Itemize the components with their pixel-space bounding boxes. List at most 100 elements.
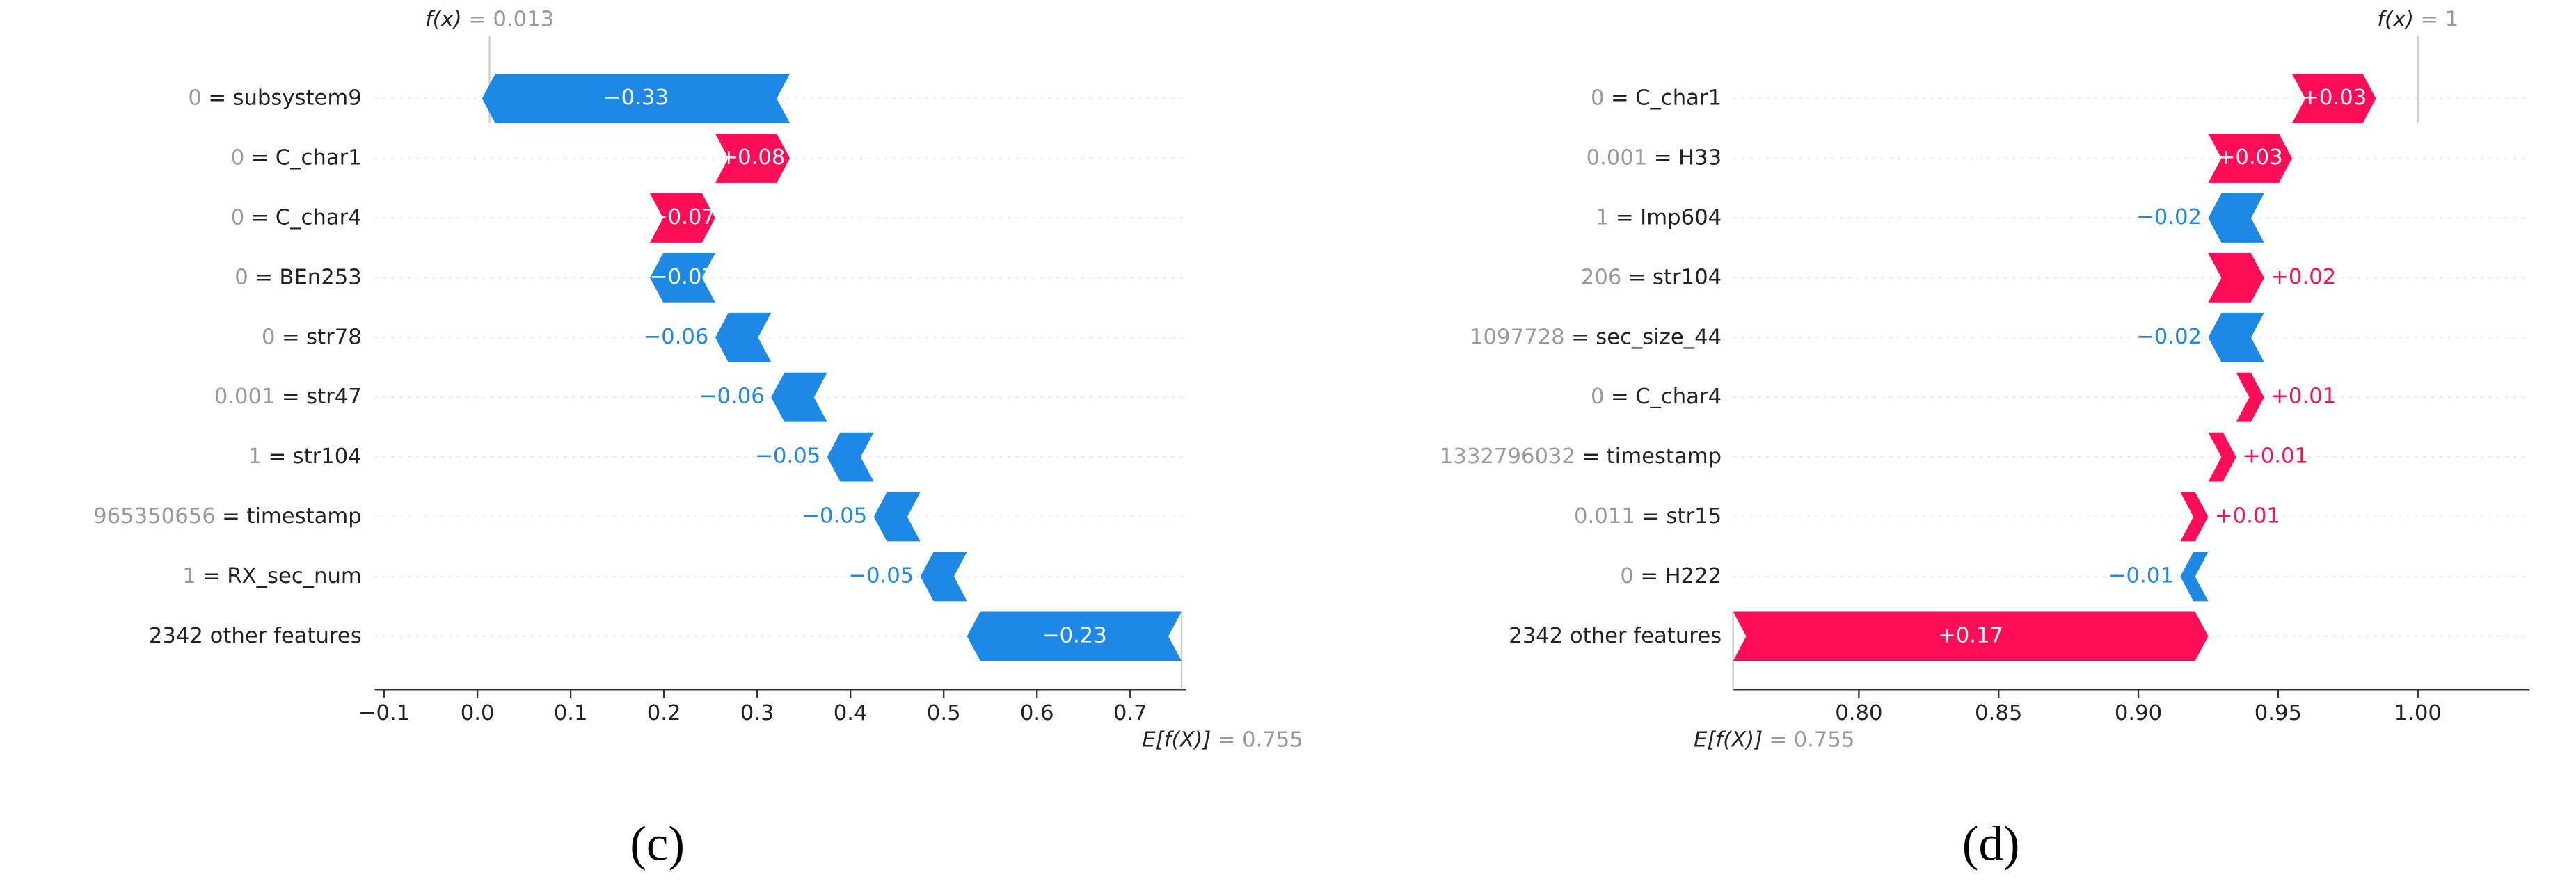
separator: = bbox=[1218, 727, 1236, 752]
feature-value: 0 bbox=[1591, 385, 1605, 409]
feature-value: 1332796032 bbox=[1440, 444, 1575, 469]
feature-name: H33 bbox=[1678, 145, 1722, 170]
separator: = bbox=[1571, 325, 1589, 349]
base-label: E[f(X)] = 0.755 bbox=[1694, 727, 1854, 752]
feature-name: C_char1 bbox=[276, 145, 362, 170]
bar bbox=[771, 372, 827, 422]
x-tick-label: 0.4 bbox=[834, 701, 868, 725]
base-name: E[f(X)] bbox=[1142, 727, 1211, 752]
value-label: −0.33 bbox=[603, 86, 669, 110]
feature-label: 1097728 = sec_size_44 bbox=[1470, 325, 1722, 349]
feature-name: BEn253 bbox=[279, 265, 361, 289]
separator: = bbox=[251, 145, 269, 170]
bar bbox=[1733, 611, 2209, 661]
separator: = bbox=[468, 7, 486, 31]
feature-label: 0 = C_char4 bbox=[1591, 385, 1722, 409]
feature-name: C_char1 bbox=[1635, 86, 1722, 110]
bar bbox=[2236, 372, 2264, 422]
feature-name: str104 bbox=[293, 444, 362, 469]
feature-label: 206 = str104 bbox=[1581, 265, 1722, 289]
value-label: +0.03 bbox=[2301, 86, 2367, 110]
feature-label: 965350656 = timestamp bbox=[93, 504, 362, 529]
feature-label: 0 = str78 bbox=[262, 325, 362, 349]
x-tick-label: 0.85 bbox=[1975, 701, 2022, 725]
base-name: E[f(X)] bbox=[1694, 727, 1763, 752]
feature-name: subsystem9 bbox=[232, 86, 361, 110]
x-tick-label: 0.2 bbox=[647, 701, 681, 725]
separator: = bbox=[1640, 563, 1658, 588]
x-tick-label: 0.0 bbox=[461, 701, 495, 725]
x-tick-label: 0.95 bbox=[2255, 701, 2302, 725]
separator: = bbox=[202, 563, 221, 588]
bar bbox=[2180, 552, 2209, 602]
bar bbox=[2291, 74, 2376, 124]
feature-name: Imp604 bbox=[1640, 205, 1722, 230]
value-label: +0.01 bbox=[2215, 504, 2280, 529]
feature-value: 0 bbox=[188, 86, 202, 110]
feature-value: 0 bbox=[262, 325, 276, 349]
separator: = bbox=[1628, 265, 1646, 289]
separator: = bbox=[222, 504, 240, 529]
separator: = bbox=[1611, 86, 1629, 110]
bar bbox=[873, 492, 921, 542]
feature-value: 0.001 bbox=[1587, 145, 1648, 170]
feature-value: 965350656 bbox=[93, 504, 216, 529]
x-tick-label: 1.00 bbox=[2394, 701, 2442, 725]
separator: = bbox=[208, 86, 226, 110]
separator: = bbox=[255, 265, 273, 289]
separator: = bbox=[1654, 145, 1672, 170]
feature-name: str104 bbox=[1653, 265, 1722, 289]
value-label: +0.03 bbox=[2218, 145, 2283, 170]
feature-label: 1 = Imp604 bbox=[1596, 205, 1722, 230]
value-label: −0.06 bbox=[699, 385, 765, 409]
value-label: +0.07 bbox=[650, 205, 715, 230]
separator: = bbox=[268, 444, 286, 469]
feature-value: 0.011 bbox=[1574, 504, 1635, 529]
x-tick-label: 0.1 bbox=[554, 701, 588, 725]
feature-label: 0.001 = str47 bbox=[214, 385, 362, 409]
feature-name: timestamp bbox=[246, 504, 361, 529]
separator: = bbox=[282, 385, 300, 409]
x-tick-label: 0.3 bbox=[740, 701, 774, 725]
separator: = bbox=[1769, 727, 1787, 752]
value-label: −0.01 bbox=[2108, 563, 2174, 588]
feature-label: 0 = subsystem9 bbox=[188, 86, 361, 110]
feature-name: 2342 other features bbox=[149, 623, 362, 647]
feature-label: 0 = C_char1 bbox=[1591, 86, 1722, 110]
bar bbox=[827, 432, 874, 482]
feature-label: 2342 other features bbox=[1509, 623, 1722, 647]
feature-name: H222 bbox=[1665, 563, 1722, 588]
value-label: −0.23 bbox=[1042, 623, 1107, 647]
feature-value: 0 bbox=[231, 145, 245, 170]
feature-name: str15 bbox=[1666, 504, 1722, 529]
bar bbox=[967, 611, 1182, 661]
feature-label: 0 = BEn253 bbox=[234, 265, 362, 289]
separator: = bbox=[282, 325, 300, 349]
bar bbox=[920, 552, 967, 602]
feature-value: 0 bbox=[1620, 563, 1634, 588]
bar bbox=[650, 193, 715, 243]
bar bbox=[2208, 134, 2292, 183]
value-label: −0.05 bbox=[755, 444, 820, 469]
fx-label: f(x) = 1 bbox=[2377, 7, 2458, 31]
fx-value: 0.013 bbox=[493, 7, 554, 31]
feature-value: 206 bbox=[1581, 265, 1622, 289]
value-label: +0.08 bbox=[719, 145, 785, 170]
feature-value: 0 bbox=[234, 265, 248, 289]
x-tick-label: 0.90 bbox=[2115, 701, 2162, 725]
feature-label: 1 = str104 bbox=[248, 444, 362, 469]
feature-value: 0 bbox=[1591, 86, 1605, 110]
feature-label: 0.001 = H33 bbox=[1587, 145, 1722, 170]
value-label: −0.07 bbox=[650, 265, 715, 289]
separator: = bbox=[1641, 504, 1660, 529]
base-label: E[f(X)] = 0.755 bbox=[1142, 727, 1303, 752]
separator: = bbox=[251, 205, 269, 230]
value-label: −0.05 bbox=[848, 563, 914, 588]
feature-label: 2342 other features bbox=[149, 623, 362, 647]
bar bbox=[715, 134, 790, 183]
x-tick-label: 0.7 bbox=[1113, 701, 1147, 725]
feature-label: 0 = H222 bbox=[1620, 563, 1722, 588]
value-label: +0.02 bbox=[2271, 265, 2336, 289]
